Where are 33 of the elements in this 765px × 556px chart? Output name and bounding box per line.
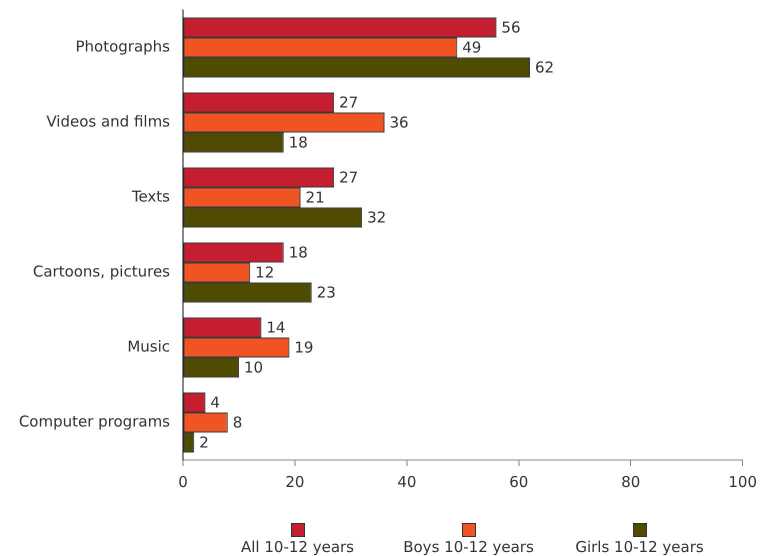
data-label: 2: [199, 433, 209, 452]
data-label: 14: [266, 318, 286, 336]
legend-label: Girls 10-12 years: [575, 538, 704, 556]
y-tick-label: Cartoons, pictures: [32, 262, 170, 280]
data-label: 32: [367, 208, 386, 226]
x-tick-label: 20: [285, 472, 304, 491]
y-tick-label: Videos and films: [46, 112, 170, 130]
data-label: 4: [210, 393, 220, 412]
data-label: 49: [462, 38, 482, 56]
data-label: 21: [306, 188, 325, 206]
y-tick-label: Computer programs: [18, 412, 170, 430]
data-label: 36: [389, 113, 409, 132]
data-label: 10: [244, 358, 264, 376]
legend-label: Boys 10-12 years: [403, 538, 534, 556]
y-tick-label: Photographs: [75, 37, 170, 56]
x-tick-label: 40: [397, 472, 416, 491]
x-tick-label: 100: [728, 472, 758, 491]
data-label: 62: [535, 58, 554, 76]
data-label: 56: [501, 18, 521, 36]
x-tick-label: 80: [621, 472, 640, 491]
legend-label: All 10-12 years: [241, 538, 354, 556]
data-label: 27: [339, 93, 358, 112]
x-tick-label: 0: [178, 472, 188, 491]
data-label: 18: [288, 243, 308, 262]
y-tick-label: Texts: [130, 187, 170, 206]
data-label: 23: [316, 283, 336, 302]
data-label: 19: [294, 338, 314, 356]
data-label: 27: [339, 168, 358, 186]
x-tick-label: 60: [509, 472, 528, 491]
data-label: 18: [288, 133, 308, 152]
data-label: 12: [255, 263, 274, 282]
y-tick-label: Music: [127, 337, 170, 356]
data-label: 8: [232, 413, 242, 432]
